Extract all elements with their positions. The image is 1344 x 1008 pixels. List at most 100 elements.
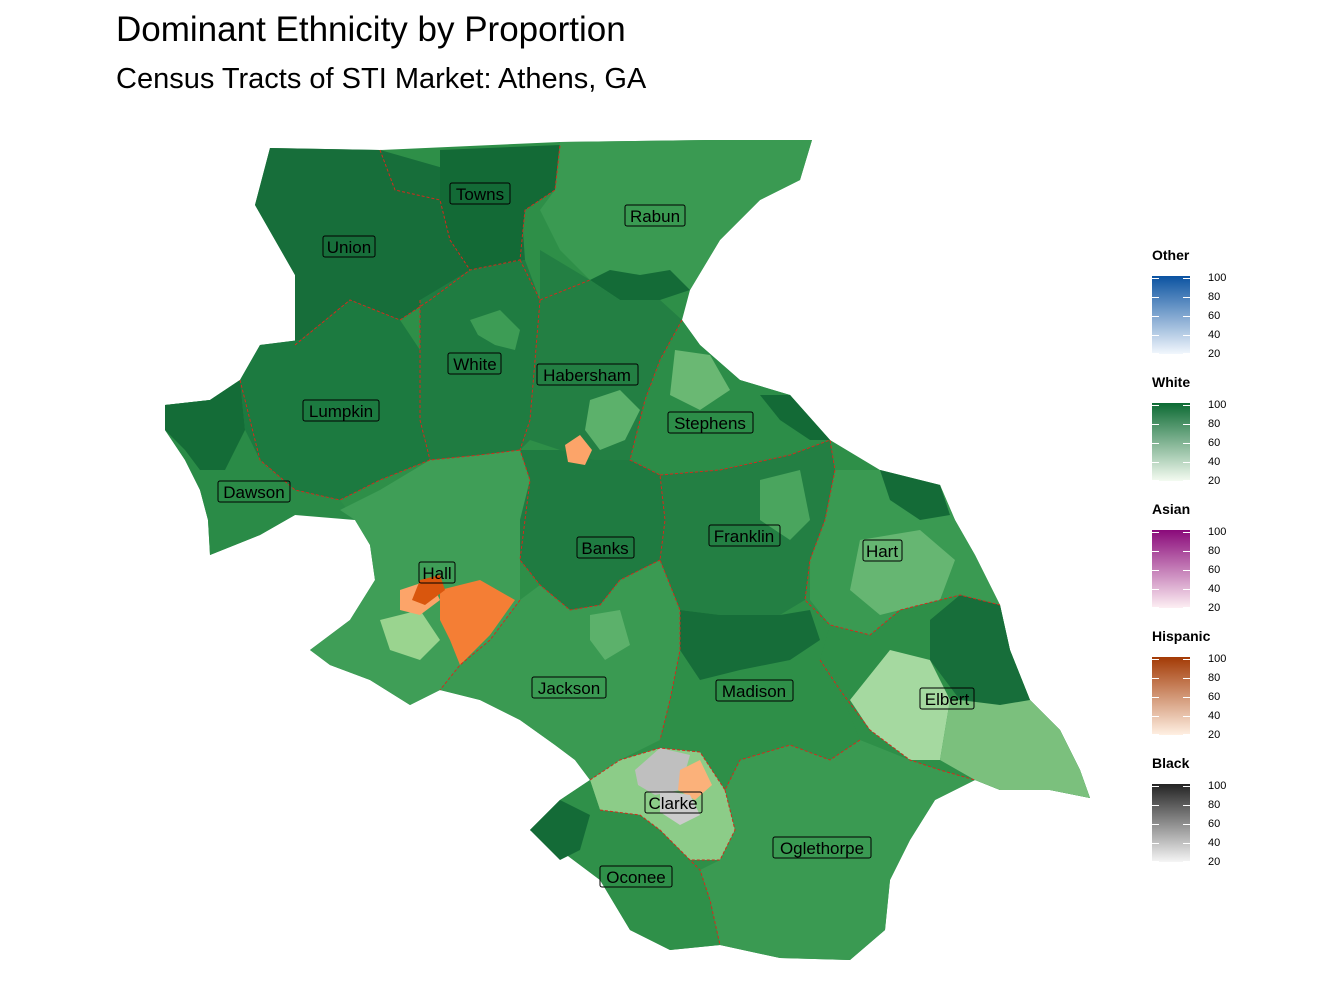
tick-label: 20 (1208, 856, 1221, 868)
legend-colorbar (1152, 276, 1190, 354)
county-label-stephens: Stephens (667, 411, 754, 434)
legend-colorbar (1152, 403, 1190, 481)
tract-clarke-orange (678, 760, 712, 800)
county-label-franklin: Franklin (708, 524, 781, 547)
svg-text:Stephens: Stephens (674, 414, 746, 433)
map-title: Dominant Ethnicity by Proportion (116, 10, 626, 49)
legend-title: Asian (1152, 501, 1191, 517)
tract-elbert-dark (930, 595, 1030, 705)
county-borders (239, 144, 1001, 946)
county-label-clarke: Clarke (644, 791, 703, 814)
tick-label: 100 (1208, 399, 1227, 411)
svg-text:Hart: Hart (866, 542, 898, 561)
svg-text:Oconee: Oconee (606, 868, 666, 887)
tick-label: 60 (1208, 564, 1221, 576)
svg-text:White: White (453, 355, 496, 374)
legend-asian: Asian 100 80 60 40 20 (1152, 500, 1262, 627)
tick-label: 40 (1208, 456, 1221, 468)
tract-oglethorpe (700, 740, 975, 960)
county-label-madison: Madison (715, 679, 794, 702)
tick-label: 60 (1208, 437, 1221, 449)
legend-colorbar (1152, 530, 1190, 608)
svg-text:Habersham: Habersham (543, 366, 631, 385)
legend: Other 100 80 60 40 20 White 100 80 60 40… (1152, 246, 1262, 881)
svg-text:Clarke: Clarke (648, 794, 697, 813)
legend-title: White (1152, 374, 1191, 390)
tract-dark-towns (440, 145, 560, 270)
tick-label: 80 (1208, 672, 1221, 684)
county-label-banks: Banks (576, 536, 635, 559)
tick-label: 80 (1208, 799, 1221, 811)
tract-rabun (540, 140, 812, 300)
tick-label: 20 (1208, 729, 1221, 741)
svg-text:Madison: Madison (722, 682, 786, 701)
tract-elbert-mid (940, 700, 1090, 798)
svg-text:Rabun: Rabun (630, 207, 680, 226)
county-labels: Towns Rabun Union White Habersham Lumpki… (217, 182, 975, 888)
svg-text:Dawson: Dawson (223, 483, 284, 502)
tract-hart-light (850, 530, 955, 615)
tick-label: 80 (1208, 545, 1221, 557)
county-label-rabun: Rabun (624, 204, 686, 227)
tick-label: 80 (1208, 291, 1221, 303)
tick-label: 60 (1208, 818, 1221, 830)
tract-white-light (470, 310, 520, 350)
svg-text:Hall: Hall (422, 564, 451, 583)
map-subtitle: Census Tracts of STI Market: Athens, GA (116, 63, 647, 95)
legend-black: Black 100 80 60 40 20 (1152, 754, 1262, 881)
legend-title: Hispanic (1152, 628, 1211, 644)
tick-label: 40 (1208, 710, 1221, 722)
tract-stephens-dark (760, 395, 830, 440)
tract-hall-light (380, 610, 440, 660)
legend-white: White 100 80 60 40 20 (1152, 373, 1262, 500)
county-label-union: Union (322, 235, 376, 258)
tract-elbert-light (850, 650, 950, 760)
tract-banks-orange (565, 435, 592, 465)
tract-habersham-light (585, 390, 640, 450)
tract-stephens-light (670, 350, 730, 410)
svg-text:Towns: Towns (456, 185, 504, 204)
tick-label: 80 (1208, 418, 1221, 430)
tick-label: 60 (1208, 310, 1221, 322)
tick-label: 40 (1208, 837, 1221, 849)
county-label-white: White (447, 352, 502, 375)
tract-rabun-dark (590, 270, 690, 300)
legend-title: Black (1152, 755, 1190, 771)
legend-other: Other 100 80 60 40 20 (1152, 246, 1262, 373)
svg-text:Lumpkin: Lumpkin (309, 402, 373, 421)
svg-text:Banks: Banks (581, 539, 628, 558)
tract-habersham (520, 250, 682, 460)
county-label-dawson: Dawson (217, 480, 291, 503)
county-label-jackson: Jackson (531, 676, 607, 699)
county-label-elbert: Elbert (919, 687, 975, 710)
tick-label: 20 (1208, 475, 1221, 487)
tract-clarke-grey (635, 748, 690, 795)
svg-text:Elbert: Elbert (925, 690, 970, 709)
county-label-towns: Towns (449, 182, 511, 205)
tract-clarke-grey2 (660, 790, 700, 825)
legend-hispanic: Hispanic 100 80 60 40 20 (1152, 627, 1262, 754)
svg-text:Franklin: Franklin (714, 527, 774, 546)
county-label-lumpkin: Lumpkin (302, 399, 380, 422)
tract-franklin-light (760, 470, 810, 540)
tick-label: 40 (1208, 583, 1221, 595)
county-label-oconee: Oconee (599, 865, 673, 888)
tract-oconee-dark (530, 800, 590, 860)
county-label-hart: Hart (862, 539, 903, 562)
tick-label: 40 (1208, 329, 1221, 341)
tract-dawson-dark (165, 380, 245, 470)
county-label-oglethorpe: Oglethorpe (772, 836, 872, 859)
tract-madison-dark (680, 610, 820, 680)
tick-label: 100 (1208, 780, 1227, 792)
tick-label: 100 (1208, 526, 1227, 538)
tick-label: 100 (1208, 272, 1227, 284)
svg-text:Jackson: Jackson (538, 679, 600, 698)
tract-hart-dark (880, 470, 950, 520)
legend-colorbar (1152, 784, 1190, 862)
svg-text:Oglethorpe: Oglethorpe (780, 839, 864, 858)
county-label-habersham: Habersham (536, 363, 639, 386)
county-label-hall: Hall (418, 561, 456, 584)
tract-jackson-light (590, 610, 630, 660)
tick-label: 20 (1208, 348, 1221, 360)
